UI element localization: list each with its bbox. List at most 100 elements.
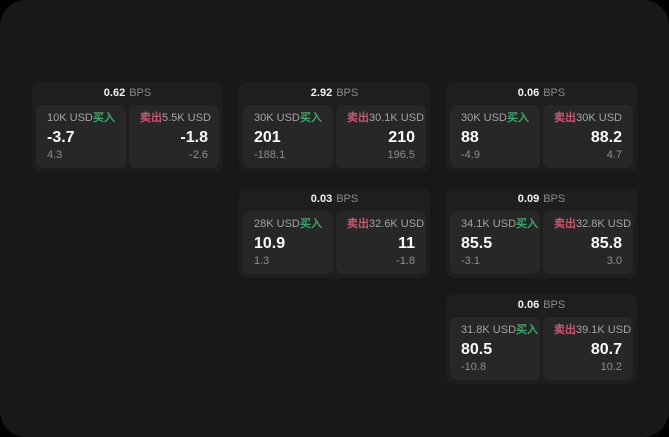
- buy-side-label: 买入: [300, 112, 322, 124]
- buy-change: -4.9: [461, 149, 480, 161]
- quote-card: 0.62 BPS 10K USD 买入 -3.7 4.3 卖出: [32, 82, 223, 172]
- quote-card-grid: 0.62 BPS 10K USD 买入 -3.7 4.3 卖出: [32, 82, 637, 384]
- buy-change: -10.8: [461, 361, 487, 373]
- sell-panel-top: 卖出 32.6K USD: [347, 218, 424, 230]
- buy-price: -3.7: [47, 128, 75, 146]
- sell-price: 85.8: [590, 234, 622, 252]
- sell-panel-top: 卖出 5.5K USD: [140, 112, 211, 124]
- buy-quote-panel[interactable]: 30K USD 买入 201 -188.1: [243, 105, 333, 168]
- quote-card: 0.03 BPS 28K USD 买入 10.9 1.3 卖出: [239, 188, 430, 278]
- sell-amount-label: 30K USD: [576, 112, 622, 124]
- sell-quote-panel[interactable]: 卖出 32.6K USD 11 -1.8: [336, 211, 426, 274]
- buy-amount-label: 31.8K USD: [461, 324, 517, 336]
- sell-quote-panel[interactable]: 卖出 30.1K USD 210 196.5: [336, 105, 426, 168]
- buy-price: 201: [254, 128, 281, 146]
- sell-change: 3.0: [606, 255, 622, 267]
- spread-header: 2.92 BPS: [239, 82, 430, 105]
- sell-amount-label: 32.8K USD: [576, 218, 632, 230]
- buy-quote-panel[interactable]: 31.8K USD 买入 80.5 -10.8: [450, 317, 540, 380]
- buy-side-label: 买入: [93, 112, 115, 124]
- sell-amount-label: 39.1K USD: [576, 324, 632, 336]
- buy-price: 88: [461, 128, 479, 146]
- spread-unit: BPS: [336, 87, 359, 99]
- sell-panel-top: 卖出 39.1K USD: [554, 324, 631, 336]
- sell-panel-top: 卖出 30K USD: [554, 113, 622, 124]
- sell-change: 10.2: [600, 361, 622, 373]
- buy-panel-top: 10K USD 买入: [47, 113, 115, 124]
- buy-quote-panel[interactable]: 34.1K USD 买入 85.5 -3.1: [450, 211, 540, 274]
- buy-amount-label: 10K USD: [47, 112, 93, 124]
- spread-header: 0.62 BPS: [32, 82, 223, 105]
- quote-card: 0.06 BPS 30K USD 买入 88 -4.9 卖出: [446, 82, 637, 172]
- spread-unit: BPS: [336, 193, 359, 205]
- sell-price: 80.7: [590, 340, 622, 358]
- spread-header: 0.06 BPS: [446, 82, 637, 105]
- sell-quote-panel[interactable]: 卖出 32.8K USD 85.8 3.0: [543, 211, 633, 274]
- sell-amount-label: 32.6K USD: [369, 218, 425, 230]
- quote-panels: 10K USD 买入 -3.7 4.3 卖出 5.5K USD -1.8 -2.…: [32, 105, 223, 172]
- buy-price: 85.5: [461, 234, 493, 252]
- spread-value: 0.09: [517, 193, 540, 205]
- spread-unit: BPS: [129, 87, 152, 99]
- quote-card: 2.92 BPS 30K USD 买入 201 -188.1 卖出: [239, 82, 430, 172]
- sell-change: 4.7: [606, 149, 622, 161]
- buy-quote-panel[interactable]: 30K USD 买入 88 -4.9: [450, 105, 540, 168]
- spread-value: 0.03: [310, 193, 333, 205]
- buy-quote-panel[interactable]: 28K USD 买入 10.9 1.3: [243, 211, 333, 274]
- sell-quote-panel[interactable]: 卖出 5.5K USD -1.8 -2.6: [129, 105, 219, 168]
- buy-price: 80.5: [461, 340, 493, 358]
- sell-price: 11: [398, 234, 415, 252]
- buy-amount-label: 34.1K USD: [461, 218, 517, 230]
- buy-amount-label: 30K USD: [254, 112, 300, 124]
- quote-panels: 34.1K USD 买入 85.5 -3.1 卖出 32.8K USD 85.8…: [446, 211, 637, 278]
- sell-quote-panel[interactable]: 卖出 30K USD 88.2 4.7: [543, 105, 633, 168]
- sell-price: 210: [388, 128, 415, 146]
- buy-panel-top: 28K USD 买入: [254, 219, 322, 230]
- buy-panel-top: 31.8K USD 买入: [461, 324, 538, 336]
- sell-price: 88.2: [590, 128, 622, 146]
- buy-panel-top: 30K USD 买入: [254, 113, 322, 124]
- buy-quote-panel[interactable]: 10K USD 买入 -3.7 4.3: [36, 105, 126, 168]
- spread-value: 2.92: [310, 87, 333, 99]
- sell-side-label: 卖出: [140, 112, 162, 124]
- quote-card: 0.09 BPS 34.1K USD 买入 85.5 -3.1 卖出: [446, 188, 637, 278]
- sell-change: 196.5: [387, 149, 415, 161]
- sell-side-label: 卖出: [347, 218, 369, 230]
- quote-panels: 31.8K USD 买入 80.5 -10.8 卖出 39.1K USD 80.…: [446, 317, 637, 384]
- buy-side-label: 买入: [300, 218, 322, 230]
- quote-panels: 30K USD 买入 201 -188.1 卖出 30.1K USD 210 1…: [239, 105, 430, 172]
- buy-change: -3.1: [461, 255, 480, 267]
- quote-panels: 30K USD 买入 88 -4.9 卖出 30K USD 88.2 4.7: [446, 105, 637, 172]
- spread-header: 0.06 BPS: [446, 294, 637, 317]
- buy-amount-label: 30K USD: [461, 112, 507, 124]
- spread-value: 0.06: [517, 87, 540, 99]
- sell-quote-panel[interactable]: 卖出 39.1K USD 80.7 10.2: [543, 317, 633, 380]
- buy-change: 4.3: [47, 149, 63, 161]
- quote-card: 0.06 BPS 31.8K USD 买入 80.5 -10.8 卖: [446, 294, 637, 384]
- buy-price: 10.9: [254, 234, 286, 252]
- sell-amount-label: 5.5K USD: [162, 112, 211, 124]
- spread-unit: BPS: [543, 193, 566, 205]
- sell-side-label: 卖出: [554, 112, 576, 124]
- buy-side-label: 买入: [516, 324, 539, 336]
- spread-header: 0.09 BPS: [446, 188, 637, 211]
- buy-panel-top: 30K USD 买入: [461, 113, 529, 124]
- buy-side-label: 买入: [507, 112, 529, 124]
- sell-side-label: 卖出: [554, 324, 576, 336]
- spread-unit: BPS: [543, 87, 566, 99]
- sell-change: -1.8: [396, 255, 415, 267]
- quote-panels: 28K USD 买入 10.9 1.3 卖出 32.6K USD 11 -1.8: [239, 211, 430, 278]
- buy-change: 1.3: [254, 255, 270, 267]
- spread-value: 0.06: [517, 299, 540, 311]
- sell-change: -2.6: [189, 149, 208, 161]
- spread-value: 0.62: [103, 87, 126, 99]
- sell-panel-top: 卖出 32.8K USD: [554, 218, 631, 230]
- sell-side-label: 卖出: [347, 112, 369, 124]
- sell-side-label: 卖出: [554, 218, 576, 230]
- buy-change: -188.1: [254, 149, 286, 161]
- buy-side-label: 买入: [516, 218, 539, 230]
- sell-amount-label: 30.1K USD: [369, 112, 425, 124]
- buy-amount-label: 28K USD: [254, 218, 300, 230]
